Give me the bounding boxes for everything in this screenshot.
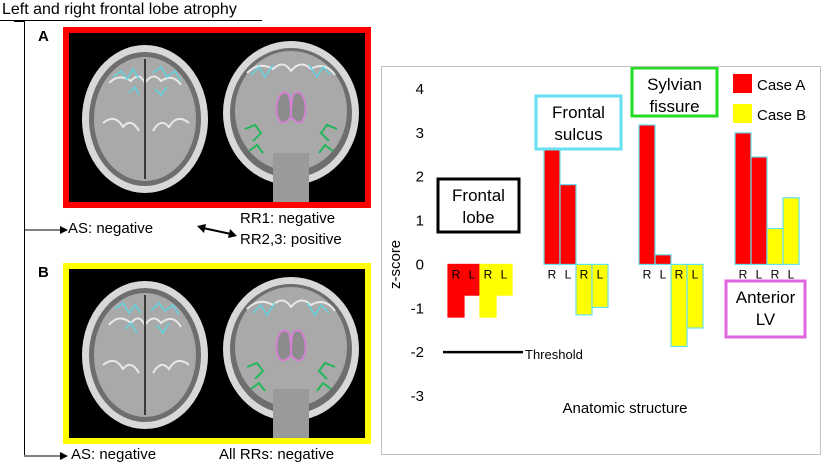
group-label-box [534,94,623,151]
group-label-line: sulcus [554,125,602,144]
legend-label: Case A [757,77,805,94]
panel-a-letter: A [38,28,49,45]
y-tick-label: -2 [411,344,424,361]
bar-case-b-l [782,197,800,266]
bar-side-label: L [501,267,508,281]
bar-side-label: R [580,267,589,281]
bar-side-label: L [597,267,604,281]
y-tick-label: 2 [416,169,424,186]
y-tick-label: -1 [411,300,424,317]
bar-side-label: L [692,267,699,281]
bracket-line [24,21,25,455]
panel-b-mri-frame [63,263,371,444]
bar-side-label: R [771,267,780,281]
y-tick-label: -3 [411,388,424,405]
bar-case-a-r [638,124,656,266]
legend-swatch [733,74,752,93]
bar-side-label: L [565,267,572,281]
panel-a-axial-slice [82,45,208,193]
group-label-box [724,279,807,339]
group-label-line: LV [756,310,776,329]
legend-swatch [733,104,752,123]
panel-b-as-result: AS: negative [71,446,157,463]
y-tick-label: 4 [416,81,424,98]
panel-a-rr1-result: RR1: negative [240,210,336,227]
bar-side-label: L [788,267,795,281]
bar-case-a-l [654,254,672,266]
bar-case-b-l [686,263,704,329]
panel-a-mri-frame [63,27,371,208]
bracket-top [14,21,25,22]
bar-case-b-l [495,263,513,296]
group-label-line: Sylvian [647,75,702,94]
panel-b-axial-slice [82,281,208,429]
bar-case-a-r [734,132,752,266]
panel-b-coronal-slice [223,277,359,438]
group-label-line: Anterior [736,288,796,307]
bar-case-a-l [559,184,577,266]
panel-a-coronal-slice [223,41,359,202]
bar-side-label: R [675,267,684,281]
group-label-box [630,67,719,118]
title-underline [0,20,262,21]
group-label-line: Frontal [552,103,605,122]
panel-b-letter: B [38,264,49,281]
panel-b-rr-result: All RRs: negative [219,446,335,463]
bar-case-a-l [750,156,768,266]
legend-label: Case B [757,107,806,124]
y-tick-label: 3 [416,125,424,142]
panel-a-mri-images [82,41,359,202]
group-label-line: lobe [462,208,494,227]
bar-case-b-l [591,263,609,309]
panel-a-as-result: AS: negative [68,220,154,237]
threshold-label: Threshold [525,347,583,362]
panel-a-arrow [24,226,68,234]
x-axis-label: Anatomic structure [562,400,687,417]
y-tick-label: 1 [416,213,424,230]
group-label-box [436,177,521,234]
bar-side-label: R [739,267,748,281]
z-score-chart: 4 3 2 1 0 -1 -2 -3 z-score Anatomic structure R L R L… [381,66,821,455]
bar-side-label: L [469,267,476,281]
bar-side-label: R [452,267,461,281]
bar-side-label: R [643,267,652,281]
y-tick-label: 0 [416,256,424,273]
group-label-line: fissure [649,97,699,116]
bar-side-label: L [660,267,667,281]
bar-case-a-r [543,140,561,266]
bar-case-b-r [766,227,784,266]
double-arrow-icon [197,224,237,238]
y-axis-label: z-score [387,240,404,289]
group-label-line: Frontal [452,186,505,205]
bar-side-label: R [548,267,557,281]
bar-side-label: R [484,267,493,281]
bar-side-label: L [756,267,763,281]
panel-b-arrow [24,452,68,460]
panel-b-mri-images [82,277,359,438]
figure-title: Left and right frontal lobe atrophy [2,1,237,18]
panel-a-rr23-result: RR2,3: positive [240,231,342,248]
